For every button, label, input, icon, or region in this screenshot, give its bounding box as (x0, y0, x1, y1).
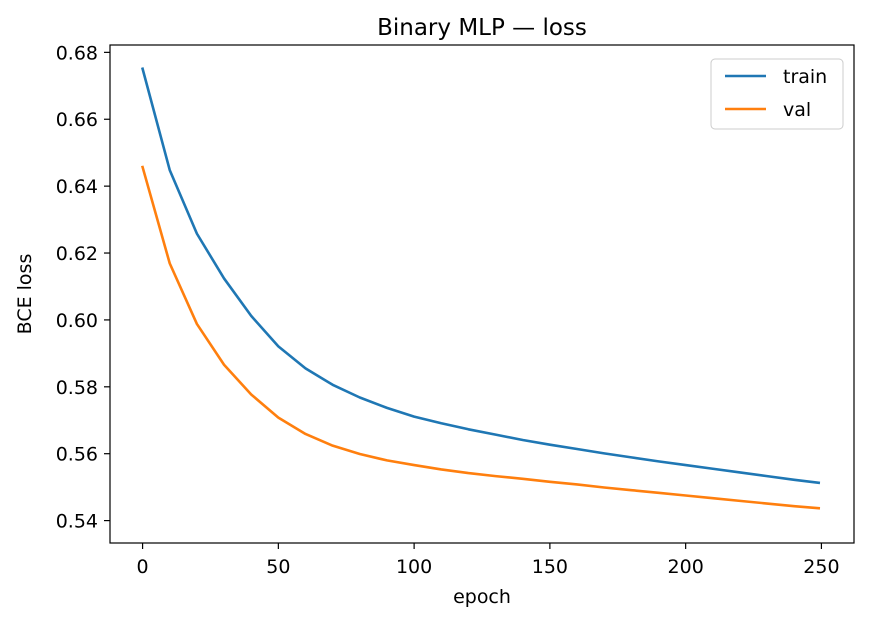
chart-title: Binary MLP — loss (377, 15, 587, 41)
x-tick-label: 150 (532, 556, 568, 578)
ticks-layer: 0 50 100 150 200 250 0.54 0.56 0.58 0.60 0.62 0.64 0… (56, 42, 840, 578)
y-tick-label: 0.56 (56, 444, 98, 466)
y-tick-label: 0.62 (56, 243, 98, 265)
x-tick-label: 100 (396, 556, 432, 578)
y-tick-label: 0.64 (56, 176, 98, 198)
y-tick-label: 0.58 (56, 377, 98, 399)
x-tick-label: 250 (803, 556, 839, 578)
legend: train val (710, 58, 844, 130)
x-axis-label: epoch (453, 586, 511, 608)
x-tick-label: 200 (668, 556, 704, 578)
x-tick-label: 50 (266, 556, 290, 578)
series-line-train (140, 67, 821, 485)
plot-area-frame (109, 44, 855, 544)
y-tick-label: 0.66 (56, 109, 98, 131)
legend-label-train: train (783, 66, 827, 88)
y-tick-label: 0.60 (56, 310, 98, 332)
series-line-val (140, 165, 821, 510)
x-tick-label: 0 (137, 556, 149, 578)
y-tick-label: 0.54 (56, 511, 98, 533)
legend-label-val: val (783, 99, 811, 121)
y-axis-label: BCE loss (14, 254, 36, 335)
y-tick-label: 0.68 (56, 42, 98, 64)
lines-layer (140, 67, 821, 510)
